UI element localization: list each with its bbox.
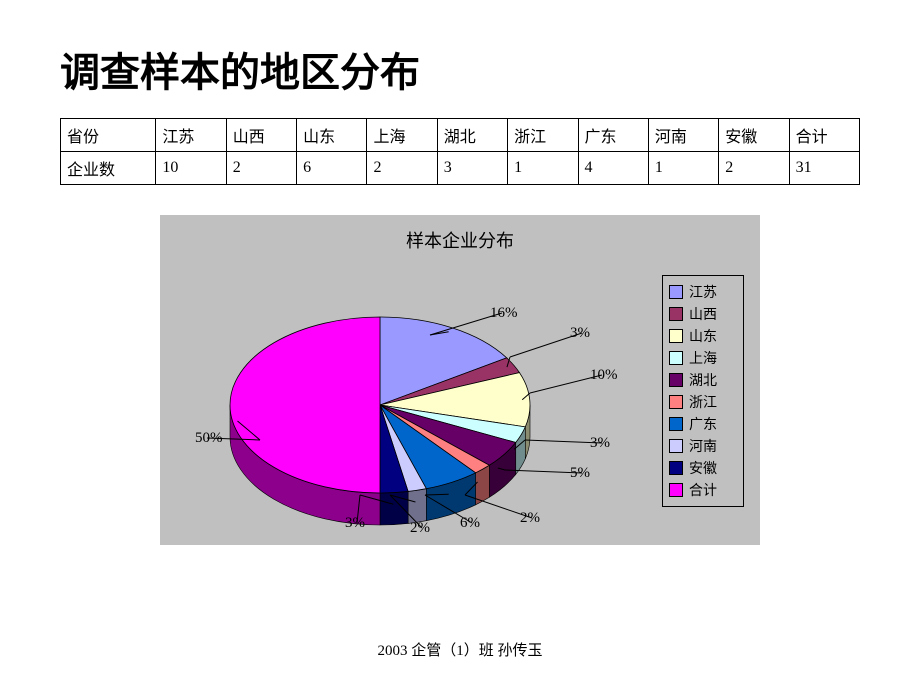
- table-cell: 广东: [578, 119, 648, 152]
- legend-item: 湖北: [669, 370, 737, 390]
- chart-container: 样本企业分布 16%3%10%3%5%2%6%2%3%50% 江苏山西山东上海湖…: [160, 215, 760, 545]
- table-row: 企业数102623141231: [61, 152, 860, 185]
- pie-pct-label: 3%: [345, 515, 365, 532]
- chart-title: 样本企业分布: [160, 227, 760, 253]
- legend-swatch: [669, 307, 683, 321]
- table-cell: 山东: [297, 119, 367, 152]
- legend-item: 江苏: [669, 282, 737, 302]
- legend-label: 山东: [689, 326, 717, 346]
- legend-label: 山西: [689, 304, 717, 324]
- legend-item: 安徽: [669, 458, 737, 478]
- legend-swatch: [669, 395, 683, 409]
- legend-label: 上海: [689, 348, 717, 368]
- table-cell: 江苏: [156, 119, 226, 152]
- pie-chart: 16%3%10%3%5%2%6%2%3%50%: [200, 285, 560, 535]
- table-cell: 2: [719, 152, 789, 185]
- table-row: 省份江苏山西山东上海湖北浙江广东河南安徽合计: [61, 119, 860, 152]
- pie-pct-label: 10%: [590, 367, 618, 384]
- data-table: 省份江苏山西山东上海湖北浙江广东河南安徽合计 企业数102623141231: [60, 118, 860, 185]
- legend-swatch: [669, 417, 683, 431]
- legend-swatch: [669, 329, 683, 343]
- legend-item: 山西: [669, 304, 737, 324]
- table-cell: 湖北: [437, 119, 507, 152]
- legend-swatch: [669, 373, 683, 387]
- table-cell: 4: [578, 152, 648, 185]
- table-cell: 安徽: [719, 119, 789, 152]
- page-title: 调查样本的地区分布: [60, 40, 860, 98]
- table-cell: 1: [508, 152, 578, 185]
- table-cell: 2: [367, 152, 437, 185]
- legend-item: 广东: [669, 414, 737, 434]
- legend-item: 浙江: [669, 392, 737, 412]
- table-cell: 上海: [367, 119, 437, 152]
- legend-swatch: [669, 351, 683, 365]
- table-cell: 31: [789, 152, 859, 185]
- table-cell: 浙江: [508, 119, 578, 152]
- table-cell: 合计: [789, 119, 859, 152]
- table-cell: 6: [297, 152, 367, 185]
- pie-pct-label: 3%: [570, 325, 590, 342]
- slide-footer: 2003 企管（1）班 孙传玉: [0, 639, 920, 660]
- legend-item: 上海: [669, 348, 737, 368]
- pie-pct-label: 2%: [410, 520, 430, 537]
- legend-label: 安徽: [689, 458, 717, 478]
- legend-item: 河南: [669, 436, 737, 456]
- legend-label: 合计: [689, 480, 717, 500]
- pie-pct-label: 16%: [490, 305, 518, 322]
- table-cell: 山西: [226, 119, 296, 152]
- legend-swatch: [669, 483, 683, 497]
- pie-pct-label: 2%: [520, 510, 540, 527]
- legend-label: 广东: [689, 414, 717, 434]
- pie-pct-label: 50%: [195, 430, 223, 447]
- table-cell: 2: [226, 152, 296, 185]
- legend-label: 河南: [689, 436, 717, 456]
- table-cell: 省份: [61, 119, 156, 152]
- legend-label: 浙江: [689, 392, 717, 412]
- pie-pct-label: 3%: [590, 435, 610, 452]
- pie-pct-label: 6%: [460, 515, 480, 532]
- table-cell: 河南: [648, 119, 718, 152]
- table-cell: 1: [648, 152, 718, 185]
- table-cell: 3: [437, 152, 507, 185]
- legend-label: 江苏: [689, 282, 717, 302]
- table-cell: 10: [156, 152, 226, 185]
- table-cell: 企业数: [61, 152, 156, 185]
- pie-pct-label: 5%: [570, 465, 590, 482]
- legend-swatch: [669, 439, 683, 453]
- legend-item: 山东: [669, 326, 737, 346]
- legend-swatch: [669, 461, 683, 475]
- legend-item: 合计: [669, 480, 737, 500]
- legend-label: 湖北: [689, 370, 717, 390]
- legend-swatch: [669, 285, 683, 299]
- chart-legend: 江苏山西山东上海湖北浙江广东河南安徽合计: [662, 275, 744, 507]
